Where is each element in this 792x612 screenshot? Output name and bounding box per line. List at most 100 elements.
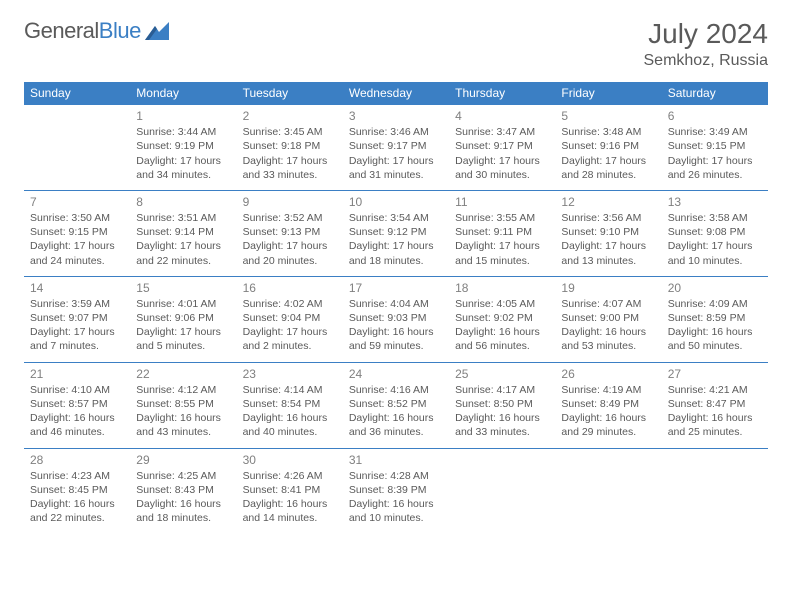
sunset-text: Sunset: 9:12 PM: [349, 225, 443, 239]
sunrise-text: Sunrise: 3:58 AM: [668, 211, 762, 225]
calendar-day-cell: 24Sunrise: 4:16 AMSunset: 8:52 PMDayligh…: [343, 362, 449, 448]
day-number: 15: [136, 280, 230, 296]
sunrise-text: Sunrise: 3:46 AM: [349, 125, 443, 139]
calendar-day-cell: 31Sunrise: 4:28 AMSunset: 8:39 PMDayligh…: [343, 448, 449, 533]
calendar-day-cell: 13Sunrise: 3:58 AMSunset: 9:08 PMDayligh…: [662, 190, 768, 276]
daylight-text: Daylight: 16 hours and 10 minutes.: [349, 497, 443, 525]
day-number: 25: [455, 366, 549, 382]
calendar-day-cell: [449, 448, 555, 533]
sunset-text: Sunset: 9:15 PM: [30, 225, 124, 239]
calendar-day-cell: 15Sunrise: 4:01 AMSunset: 9:06 PMDayligh…: [130, 276, 236, 362]
sunset-text: Sunset: 9:15 PM: [668, 139, 762, 153]
sunset-text: Sunset: 9:00 PM: [561, 311, 655, 325]
calendar-day-cell: 7Sunrise: 3:50 AMSunset: 9:15 PMDaylight…: [24, 190, 130, 276]
calendar-day-cell: 11Sunrise: 3:55 AMSunset: 9:11 PMDayligh…: [449, 190, 555, 276]
sunset-text: Sunset: 9:02 PM: [455, 311, 549, 325]
sunrise-text: Sunrise: 4:02 AM: [243, 297, 337, 311]
daylight-text: Daylight: 16 hours and 29 minutes.: [561, 411, 655, 439]
daylight-text: Daylight: 17 hours and 5 minutes.: [136, 325, 230, 353]
calendar-day-cell: 1Sunrise: 3:44 AMSunset: 9:19 PMDaylight…: [130, 105, 236, 191]
sunrise-text: Sunrise: 4:05 AM: [455, 297, 549, 311]
day-number: 24: [349, 366, 443, 382]
calendar-day-cell: 21Sunrise: 4:10 AMSunset: 8:57 PMDayligh…: [24, 362, 130, 448]
day-number: 14: [30, 280, 124, 296]
weekday-header: Wednesday: [343, 82, 449, 105]
daylight-text: Daylight: 17 hours and 22 minutes.: [136, 239, 230, 267]
sunset-text: Sunset: 9:16 PM: [561, 139, 655, 153]
sunrise-text: Sunrise: 4:25 AM: [136, 469, 230, 483]
sunrise-text: Sunrise: 3:59 AM: [30, 297, 124, 311]
day-number: 4: [455, 108, 549, 124]
sunrise-text: Sunrise: 3:54 AM: [349, 211, 443, 225]
sunset-text: Sunset: 9:03 PM: [349, 311, 443, 325]
day-number: 16: [243, 280, 337, 296]
daylight-text: Daylight: 16 hours and 33 minutes.: [455, 411, 549, 439]
daylight-text: Daylight: 17 hours and 24 minutes.: [30, 239, 124, 267]
calendar-day-cell: 28Sunrise: 4:23 AMSunset: 8:45 PMDayligh…: [24, 448, 130, 533]
sunset-text: Sunset: 8:45 PM: [30, 483, 124, 497]
calendar-day-cell: [24, 105, 130, 191]
weekday-header: Friday: [555, 82, 661, 105]
daylight-text: Daylight: 16 hours and 36 minutes.: [349, 411, 443, 439]
day-number: 23: [243, 366, 337, 382]
daylight-text: Daylight: 16 hours and 59 minutes.: [349, 325, 443, 353]
day-number: 12: [561, 194, 655, 210]
sunset-text: Sunset: 9:07 PM: [30, 311, 124, 325]
calendar-day-cell: 8Sunrise: 3:51 AMSunset: 9:14 PMDaylight…: [130, 190, 236, 276]
sunrise-text: Sunrise: 3:44 AM: [136, 125, 230, 139]
sunset-text: Sunset: 8:59 PM: [668, 311, 762, 325]
daylight-text: Daylight: 17 hours and 7 minutes.: [30, 325, 124, 353]
day-number: 6: [668, 108, 762, 124]
day-number: 29: [136, 452, 230, 468]
sunset-text: Sunset: 8:41 PM: [243, 483, 337, 497]
sunset-text: Sunset: 9:19 PM: [136, 139, 230, 153]
calendar-day-cell: 6Sunrise: 3:49 AMSunset: 9:15 PMDaylight…: [662, 105, 768, 191]
daylight-text: Daylight: 17 hours and 10 minutes.: [668, 239, 762, 267]
day-number: 20: [668, 280, 762, 296]
calendar-day-cell: 26Sunrise: 4:19 AMSunset: 8:49 PMDayligh…: [555, 362, 661, 448]
calendar-body: 1Sunrise: 3:44 AMSunset: 9:19 PM Daylight…: [24, 105, 768, 534]
daylight-text: Daylight: 17 hours and 13 minutes.: [561, 239, 655, 267]
sunset-text: Sunset: 9:13 PM: [243, 225, 337, 239]
sunset-text: Sunset: 8:43 PM: [136, 483, 230, 497]
sunrise-text: Sunrise: 3:51 AM: [136, 211, 230, 225]
daylight-text: Daylight: 16 hours and 43 minutes.: [136, 411, 230, 439]
weekday-header-row: SundayMondayTuesdayWednesdayThursdayFrid…: [24, 82, 768, 105]
calendar-table: SundayMondayTuesdayWednesdayThursdayFrid…: [24, 82, 768, 533]
calendar-day-cell: [662, 448, 768, 533]
sunrise-text: Sunrise: 3:48 AM: [561, 125, 655, 139]
sunrise-text: Sunrise: 4:04 AM: [349, 297, 443, 311]
day-number: 5: [561, 108, 655, 124]
calendar-day-cell: 30Sunrise: 4:26 AMSunset: 8:41 PMDayligh…: [237, 448, 343, 533]
month-title: July 2024: [644, 18, 769, 50]
daylight-text: Daylight: 16 hours and 53 minutes.: [561, 325, 655, 353]
day-number: 13: [668, 194, 762, 210]
sunset-text: Sunset: 8:54 PM: [243, 397, 337, 411]
sunrise-text: Sunrise: 4:16 AM: [349, 383, 443, 397]
sunrise-text: Sunrise: 3:45 AM: [243, 125, 337, 139]
calendar-day-cell: 19Sunrise: 4:07 AMSunset: 9:00 PMDayligh…: [555, 276, 661, 362]
daylight-text: Daylight: 16 hours and 22 minutes.: [30, 497, 124, 525]
day-number: 18: [455, 280, 549, 296]
sunset-text: Sunset: 8:47 PM: [668, 397, 762, 411]
sunrise-text: Sunrise: 3:55 AM: [455, 211, 549, 225]
daylight-text: Daylight: 16 hours and 56 minutes.: [455, 325, 549, 353]
calendar-day-cell: 25Sunrise: 4:17 AMSunset: 8:50 PMDayligh…: [449, 362, 555, 448]
page-header: GeneralBlue July 2024 Semkhoz, Russia: [24, 18, 768, 70]
calendar-day-cell: 17Sunrise: 4:04 AMSunset: 9:03 PMDayligh…: [343, 276, 449, 362]
weekday-header: Thursday: [449, 82, 555, 105]
sunrise-text: Sunrise: 4:19 AM: [561, 383, 655, 397]
sunset-text: Sunset: 9:10 PM: [561, 225, 655, 239]
sunrise-text: Sunrise: 4:07 AM: [561, 297, 655, 311]
calendar-day-cell: 20Sunrise: 4:09 AMSunset: 8:59 PMDayligh…: [662, 276, 768, 362]
sunset-text: Sunset: 9:14 PM: [136, 225, 230, 239]
calendar-week-row: 21Sunrise: 4:10 AMSunset: 8:57 PMDayligh…: [24, 362, 768, 448]
day-number: 31: [349, 452, 443, 468]
location-label: Semkhoz, Russia: [644, 52, 769, 70]
calendar-day-cell: 5Sunrise: 3:48 AMSunset: 9:16 PMDaylight…: [555, 105, 661, 191]
sunset-text: Sunset: 8:39 PM: [349, 483, 443, 497]
calendar-day-cell: 16Sunrise: 4:02 AMSunset: 9:04 PMDayligh…: [237, 276, 343, 362]
day-number: 1: [136, 108, 230, 124]
sunrise-text: Sunrise: 3:50 AM: [30, 211, 124, 225]
day-number: 30: [243, 452, 337, 468]
